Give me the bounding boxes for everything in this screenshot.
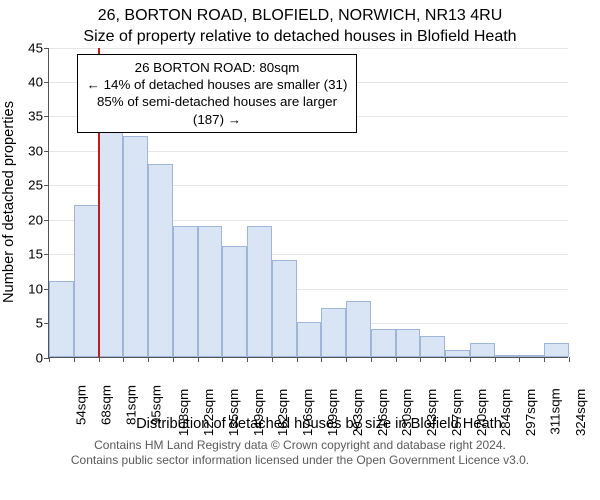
xtick-label: 54sqm <box>74 385 89 425</box>
footer-line-2: Contains public sector information licen… <box>0 453 600 468</box>
histogram-bar <box>346 301 371 356</box>
xtick-mark <box>519 357 520 362</box>
histogram-bar <box>247 226 272 357</box>
histogram-bar <box>396 329 421 357</box>
ytick-label: 40 <box>28 75 49 90</box>
title-line-1: 26, BORTON ROAD, BLOFIELD, NORWICH, NR13… <box>0 6 600 27</box>
histogram-bar <box>519 355 544 357</box>
ytick-label: 20 <box>28 212 49 227</box>
ytick-label: 15 <box>28 247 49 262</box>
xtick-mark <box>49 357 50 362</box>
xtick-mark <box>272 357 273 362</box>
xtick-mark <box>420 357 421 362</box>
histogram-bar <box>321 308 346 356</box>
footer: Contains HM Land Registry data © Crown c… <box>0 438 600 468</box>
xtick-label: 270sqm <box>474 388 489 435</box>
histogram-bar <box>272 260 297 356</box>
histogram-bar <box>222 246 247 356</box>
xtick-mark <box>495 357 496 362</box>
annotation-box: 26 BORTON ROAD: 80sqm ← 14% of detached … <box>77 54 357 133</box>
annotation-line-1: 26 BORTON ROAD: 80sqm <box>86 59 348 76</box>
ytick-label: 10 <box>28 281 49 296</box>
xtick-label: 68sqm <box>99 385 114 425</box>
histogram-bar <box>74 205 99 357</box>
xtick-label: 230sqm <box>399 388 414 435</box>
title-line-2: Size of property relative to detached ho… <box>0 27 600 48</box>
histogram-bar <box>173 226 198 357</box>
annotation-line-2: ← 14% of detached houses are smaller (31… <box>86 76 348 93</box>
xtick-mark <box>297 357 298 362</box>
histogram-bar <box>371 329 396 357</box>
y-axis-label: Number of detached properties <box>1 101 17 303</box>
xtick-mark <box>346 357 347 362</box>
xtick-mark <box>148 357 149 362</box>
xtick-label: 135sqm <box>226 388 241 435</box>
xtick-label: 257sqm <box>449 388 464 435</box>
xtick-mark <box>396 357 397 362</box>
footer-line-1: Contains HM Land Registry data © Crown c… <box>0 438 600 453</box>
chart-container: Number of detached properties 26 BORTON … <box>48 48 590 358</box>
ytick-label: 30 <box>28 143 49 158</box>
ytick-label: 25 <box>28 178 49 193</box>
gridline <box>49 48 568 49</box>
histogram-bar <box>49 281 74 357</box>
xtick-label: 95sqm <box>148 385 163 425</box>
histogram-bar <box>99 102 124 357</box>
xtick-label: 284sqm <box>499 388 514 435</box>
xtick-label: 149sqm <box>251 388 266 435</box>
histogram-bar <box>495 355 520 357</box>
xtick-mark <box>445 357 446 362</box>
xtick-label: 176sqm <box>300 388 315 435</box>
xtick-mark <box>321 357 322 362</box>
histogram-bar <box>544 343 569 357</box>
xtick-mark <box>247 357 248 362</box>
plot-area: Number of detached properties 26 BORTON … <box>48 48 568 358</box>
annotation-line-3: 85% of semi-detached houses are larger (… <box>86 93 348 128</box>
xtick-mark <box>569 357 570 362</box>
xtick-mark <box>222 357 223 362</box>
histogram-bar <box>420 336 445 357</box>
xtick-label: 122sqm <box>201 388 216 435</box>
histogram-bar <box>198 226 223 357</box>
histogram-bar <box>470 343 495 357</box>
chart-titles: 26, BORTON ROAD, BLOFIELD, NORWICH, NR13… <box>0 0 600 48</box>
xtick-label: 162sqm <box>276 388 291 435</box>
xtick-label: 311sqm <box>548 388 563 434</box>
ytick-label: 0 <box>36 350 49 365</box>
histogram-bar <box>148 164 173 357</box>
histogram-bar <box>297 322 322 356</box>
xtick-mark <box>470 357 471 362</box>
xtick-label: 81sqm <box>123 385 138 425</box>
xtick-label: 216sqm <box>375 388 390 435</box>
ytick-label: 45 <box>28 40 49 55</box>
histogram-bar <box>445 350 470 357</box>
xtick-mark <box>74 357 75 362</box>
xtick-mark <box>371 357 372 362</box>
xtick-mark <box>123 357 124 362</box>
xtick-mark <box>544 357 545 362</box>
xtick-label: 108sqm <box>177 388 192 435</box>
histogram-bar <box>123 136 148 356</box>
xtick-label: 189sqm <box>325 388 340 435</box>
xtick-label: 203sqm <box>350 388 365 435</box>
xtick-label: 297sqm <box>523 388 538 435</box>
xtick-label: 324sqm <box>573 388 588 435</box>
xtick-mark <box>99 357 100 362</box>
ytick-label: 35 <box>28 109 49 124</box>
xtick-mark <box>173 357 174 362</box>
xtick-label: 243sqm <box>424 388 439 435</box>
ytick-label: 5 <box>36 316 49 331</box>
xtick-mark <box>198 357 199 362</box>
